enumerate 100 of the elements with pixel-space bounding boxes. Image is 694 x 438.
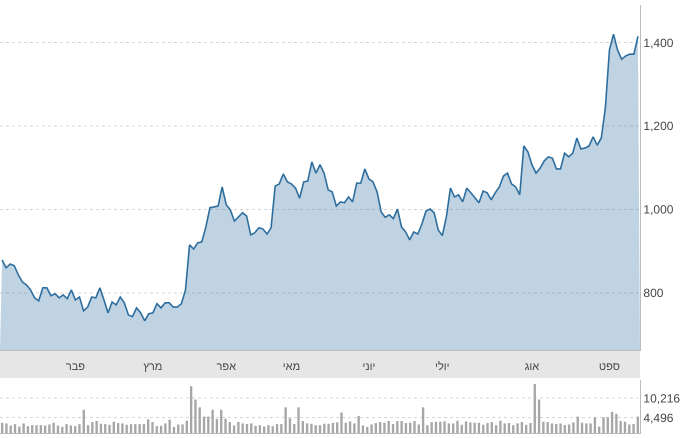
bar — [473, 422, 476, 433]
bar — [422, 407, 424, 433]
bar — [168, 420, 171, 433]
bar — [74, 426, 76, 433]
bar — [460, 424, 463, 433]
bar — [568, 424, 570, 433]
bar — [207, 416, 210, 433]
bar — [116, 423, 120, 433]
y-tick-label: 1,000 — [643, 202, 674, 217]
bar — [306, 423, 308, 433]
y-tick-label: 1,200 — [643, 119, 674, 134]
bar — [302, 421, 304, 433]
bar — [504, 423, 506, 433]
bar — [396, 421, 398, 433]
bar — [482, 424, 484, 433]
bar — [418, 424, 420, 433]
bar — [520, 422, 524, 433]
bar — [0, 422, 4, 433]
bar — [366, 426, 368, 433]
bar — [272, 426, 274, 433]
bar — [134, 424, 136, 433]
bar — [619, 421, 622, 433]
bar — [164, 423, 167, 433]
bar — [48, 424, 51, 433]
y-tick-label: 1,400 — [643, 36, 674, 50]
bar — [576, 416, 579, 433]
bar — [585, 423, 588, 433]
bar — [220, 410, 222, 433]
bar — [284, 407, 287, 433]
bar — [293, 424, 296, 433]
bar — [357, 416, 360, 433]
x-tick-label: יולי — [435, 361, 450, 374]
y-tick-label: 4,496 — [643, 410, 674, 425]
bar — [186, 420, 188, 433]
bar — [138, 424, 141, 433]
bar — [61, 426, 64, 433]
x-tick-label: אוג — [524, 361, 540, 374]
bar — [160, 426, 162, 433]
bar — [534, 384, 536, 433]
bar — [40, 425, 42, 433]
bar — [250, 423, 252, 433]
bar — [258, 425, 262, 433]
x-tick-label: ספט — [598, 361, 620, 374]
bar — [332, 422, 334, 433]
bar — [314, 425, 317, 433]
bar — [628, 424, 630, 433]
bar — [512, 425, 514, 433]
bar — [606, 417, 609, 433]
x-tick-label: יוני — [362, 361, 376, 374]
bar — [478, 422, 480, 433]
bar — [374, 423, 378, 433]
bar — [378, 422, 382, 433]
bar — [10, 425, 12, 433]
bar — [112, 422, 116, 433]
bar — [452, 423, 454, 433]
bar — [242, 423, 244, 433]
bar — [348, 421, 352, 433]
x-tick-label: אפר — [216, 361, 236, 374]
bar — [142, 424, 146, 433]
bar — [26, 426, 30, 433]
bar — [177, 424, 180, 433]
bar — [353, 423, 356, 433]
bar — [546, 422, 549, 433]
y-tick-label: 10,216 — [643, 391, 680, 406]
y-tick-label: 800 — [643, 286, 664, 300]
bar — [254, 426, 257, 433]
bar — [91, 422, 94, 433]
bar — [70, 425, 72, 433]
bar — [198, 407, 201, 433]
bar — [44, 425, 46, 433]
bar — [524, 424, 528, 433]
x-tick-label: מאי — [282, 361, 300, 374]
bar — [400, 421, 403, 433]
bar — [572, 422, 575, 433]
bar — [232, 425, 236, 433]
bar — [469, 422, 472, 433]
bar — [409, 422, 412, 433]
bar — [228, 422, 231, 433]
bar — [147, 419, 150, 433]
bar — [542, 422, 545, 433]
bar — [237, 422, 240, 433]
bar — [430, 422, 433, 433]
bar — [82, 410, 85, 433]
bar — [22, 423, 25, 433]
bar — [18, 426, 21, 433]
bar — [448, 423, 450, 433]
bar — [344, 422, 347, 433]
bar — [95, 421, 98, 433]
bar — [598, 426, 600, 433]
bar — [615, 414, 618, 433]
bar — [499, 420, 502, 433]
bar — [439, 422, 442, 433]
bar — [211, 410, 214, 433]
bar — [564, 425, 566, 433]
bar — [323, 424, 326, 433]
bar — [126, 424, 128, 433]
bar — [555, 424, 558, 433]
bar — [65, 424, 68, 433]
bar — [190, 386, 192, 433]
bar — [104, 424, 106, 433]
